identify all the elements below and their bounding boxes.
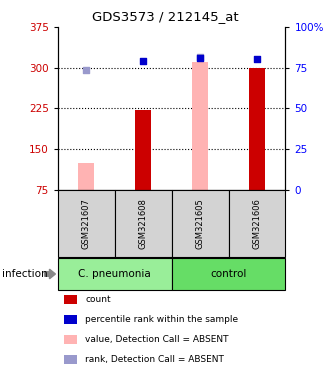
Text: rank, Detection Call = ABSENT: rank, Detection Call = ABSENT: [85, 355, 224, 364]
Text: GSM321607: GSM321607: [82, 198, 91, 249]
Text: value, Detection Call = ABSENT: value, Detection Call = ABSENT: [85, 335, 229, 344]
Text: GSM321608: GSM321608: [139, 198, 148, 249]
Point: [141, 58, 146, 64]
Bar: [78, 163, 94, 190]
Point: [197, 54, 203, 60]
Bar: [135, 110, 151, 190]
Point: [83, 67, 89, 73]
Text: C. pneumonia: C. pneumonia: [78, 269, 151, 279]
Bar: [192, 62, 208, 190]
Text: control: control: [210, 269, 247, 279]
Text: GDS3573 / 212145_at: GDS3573 / 212145_at: [92, 10, 238, 23]
Point: [197, 55, 203, 61]
Text: GSM321606: GSM321606: [252, 198, 261, 249]
Bar: [249, 68, 265, 190]
Point: [254, 56, 260, 62]
Text: GSM321605: GSM321605: [196, 198, 205, 249]
Text: count: count: [85, 295, 111, 304]
Text: infection: infection: [2, 269, 47, 279]
Text: percentile rank within the sample: percentile rank within the sample: [85, 315, 238, 324]
